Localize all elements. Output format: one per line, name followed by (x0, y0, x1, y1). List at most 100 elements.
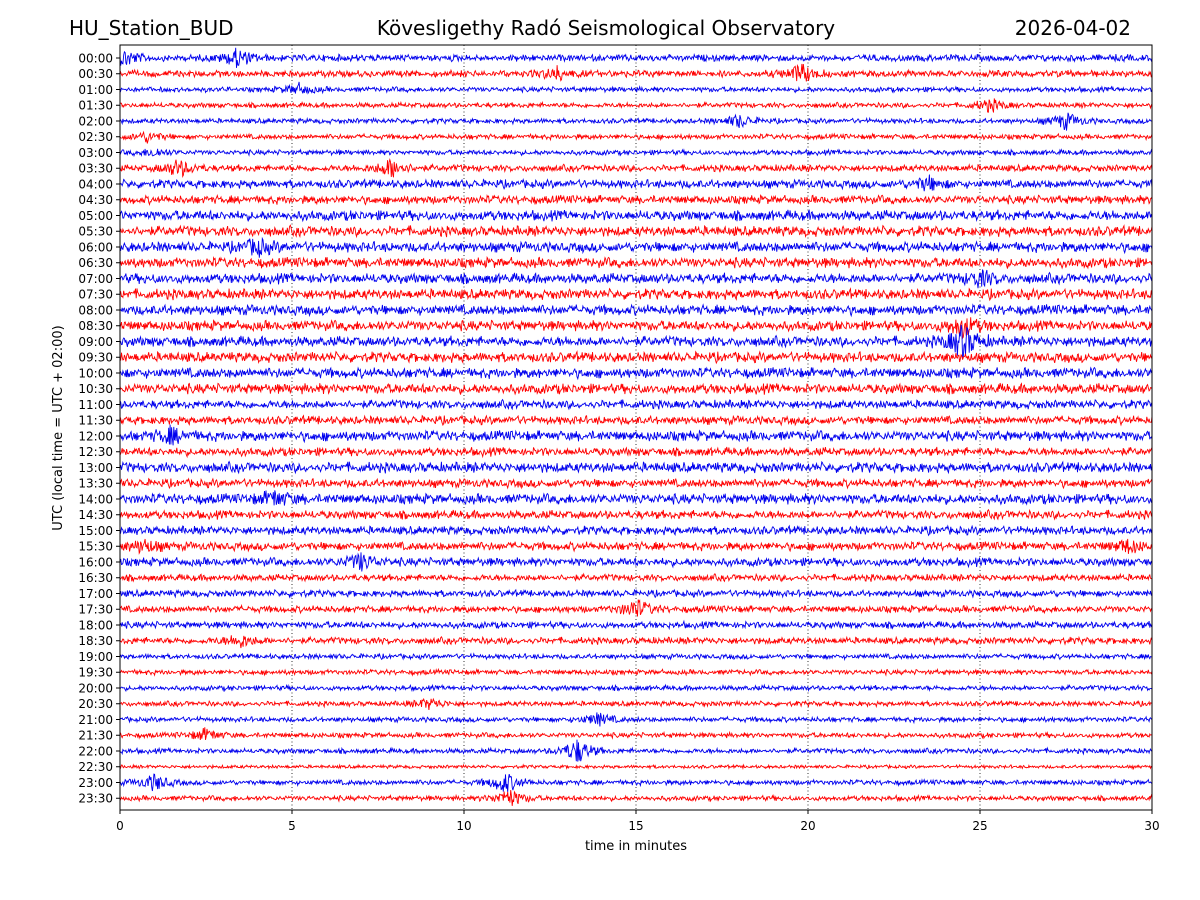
seismic-trace (119, 81, 1153, 95)
y-tick-label: 05:30 (78, 225, 113, 239)
x-axis-label: time in minutes (585, 839, 687, 854)
y-tick-label: 08:30 (78, 319, 113, 333)
x-tick-label: 25 (972, 819, 987, 833)
y-tick-label: 03:30 (78, 162, 113, 176)
y-tick-label: 12:00 (78, 429, 113, 443)
x-tick-label: 30 (1144, 819, 1159, 833)
seismic-trace (119, 47, 1153, 68)
seismic-trace (119, 524, 1153, 537)
y-tick-label: 19:00 (78, 650, 113, 664)
y-tick-label: 10:00 (78, 366, 113, 380)
y-tick-label: 16:00 (78, 555, 113, 569)
seismic-trace (119, 174, 1153, 192)
y-tick-label: 20:30 (78, 697, 113, 711)
y-tick-label: 09:00 (78, 335, 113, 349)
seismic-trace (119, 619, 1153, 631)
seismic-trace (119, 739, 1153, 762)
x-tick-label: 10 (456, 819, 471, 833)
seismic-trace (119, 158, 1153, 179)
seismic-trace (119, 148, 1153, 158)
seismic-trace (119, 490, 1153, 506)
y-tick-label: 17:00 (78, 587, 113, 601)
y-tick-label: 03:00 (78, 146, 113, 160)
y-tick-label: 04:30 (78, 193, 113, 207)
seismic-trace (119, 763, 1152, 771)
seismic-trace (119, 130, 1153, 144)
seismic-trace (119, 269, 1153, 289)
seismic-trace (119, 366, 1153, 381)
seismic-trace (119, 538, 1153, 555)
seismic-trace (119, 572, 1153, 583)
y-tick-label: 01:30 (78, 99, 113, 113)
seismic-trace (119, 324, 1153, 359)
y-tick-label: 04:00 (78, 177, 113, 191)
seismic-trace (119, 398, 1153, 411)
y-tick-label: 00:00 (78, 51, 113, 65)
y-tick-label: 09:30 (78, 351, 113, 365)
y-tick-label: 08:00 (78, 303, 113, 317)
seismic-trace (119, 112, 1153, 131)
seismic-trace (119, 599, 1153, 617)
y-tick-label: 05:00 (78, 209, 113, 223)
seismic-trace (119, 508, 1153, 521)
y-tick-label: 13:30 (78, 477, 113, 491)
y-tick-label: 10:30 (78, 382, 113, 396)
seismic-trace (119, 63, 1153, 82)
y-tick-label: 15:00 (78, 524, 113, 538)
y-axis-label: UTC (local time = UTC + 02:00) (51, 325, 66, 530)
y-tick-label: 02:30 (78, 130, 113, 144)
seismic-trace (120, 424, 1153, 446)
y-tick-label: 12:30 (78, 445, 113, 459)
y-tick-label: 22:00 (78, 744, 113, 758)
seismic-trace (119, 773, 1153, 792)
y-tick-label: 23:30 (78, 792, 113, 806)
y-tick-label: 21:00 (78, 713, 113, 727)
seismic-trace (119, 194, 1153, 206)
grid-lines (291, 45, 981, 810)
y-tick-label: 06:00 (78, 240, 113, 254)
seismic-trace (119, 460, 1153, 475)
seismic-trace (119, 635, 1153, 649)
y-tick-label: 18:30 (78, 634, 113, 648)
y-tick-label: 01:00 (78, 83, 113, 97)
seismic-trace (119, 552, 1153, 572)
seismic-trace (119, 790, 1153, 806)
seismic-trace (119, 588, 1153, 599)
y-tick-label: 21:30 (78, 729, 113, 743)
x-tick-label: 0 (116, 819, 124, 833)
seismic-trace (119, 414, 1153, 427)
y-tick-label: 06:30 (78, 256, 113, 270)
seismic-trace (119, 712, 1153, 727)
seismic-trace (119, 255, 1153, 270)
seismic-trace (119, 236, 1153, 258)
seismic-trace (119, 98, 1153, 113)
x-tick-label: 15 (628, 819, 643, 833)
seismic-trace (119, 652, 1153, 662)
x-axis-ticks: 0 5 10 15 20 25 30 (116, 810, 1160, 833)
plot-frame (119, 44, 1153, 811)
y-tick-label: 22:30 (78, 760, 113, 774)
y-tick-label: 15:30 (78, 540, 113, 554)
seismic-trace (119, 446, 1153, 459)
y-tick-label: 00:30 (78, 67, 113, 81)
seismic-trace (119, 350, 1153, 365)
seismic-trace (119, 224, 1153, 239)
y-tick-label: 18:00 (78, 618, 113, 632)
seismic-trace (119, 382, 1153, 396)
chart-title: Kövesligethy Radó Seismological Observat… (377, 16, 835, 40)
station-label: HU_Station_BUD (69, 16, 234, 40)
y-tick-label: 14:00 (78, 492, 113, 506)
seismic-trace (119, 697, 1153, 711)
seismic-trace (119, 287, 1153, 302)
y-tick-label: 11:00 (78, 398, 113, 412)
y-tick-label: 11:30 (78, 414, 113, 428)
x-tick-label: 5 (288, 819, 296, 833)
seismic-trace (119, 727, 1153, 740)
y-tick-label: 23:00 (78, 776, 113, 790)
seismic-trace (119, 209, 1153, 223)
y-tick-label: 02:00 (78, 114, 113, 128)
date-label: 2026-04-02 (1015, 16, 1131, 40)
seismic-trace (119, 317, 1153, 340)
